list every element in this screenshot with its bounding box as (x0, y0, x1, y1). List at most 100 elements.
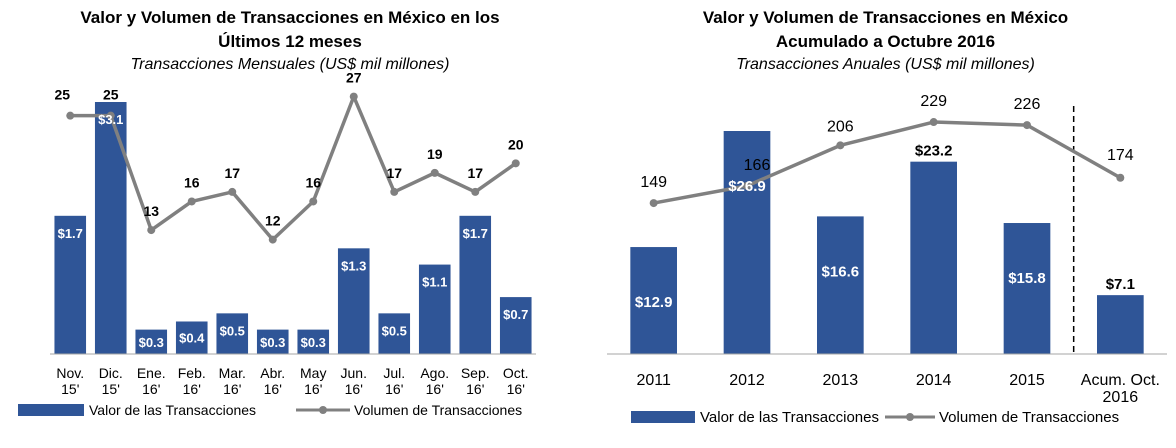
left-bar (216, 313, 249, 354)
left-legend-line-marker (319, 406, 327, 414)
left-category-label: Jun. (341, 365, 367, 381)
left-volume-point (349, 92, 358, 101)
left-bar-value-label: $0.3 (301, 335, 326, 350)
left-bar (94, 102, 127, 354)
right-chart-plot: $12.9 $26.9 $16.6 $23.2 $15.8 $7.1 149 166 206 22… (607, 93, 1167, 426)
right-volume-value-label: 206 (827, 118, 854, 135)
left-volume-value-label: 20 (508, 136, 524, 152)
left-legend-bar-swatch (18, 404, 84, 416)
left-bar (378, 313, 411, 354)
left-bar-value-label: $1.3 (341, 258, 366, 273)
left-category-label: Nov. (56, 365, 84, 381)
left-volume-value-label: 13 (143, 203, 159, 219)
left-category-label: 15' (61, 381, 79, 397)
right-legend-bar-swatch (631, 411, 695, 423)
right-bar (1097, 295, 1144, 354)
left-chart-subtitle: Transacciones Mensuales (US$ mil millone… (130, 56, 450, 73)
left-bar-value-label: $0.3 (260, 335, 285, 350)
left-volume-value-label: 17 (224, 165, 240, 181)
left-category-label: Ene. (137, 365, 166, 381)
right-bar (630, 247, 677, 354)
right-chart-subtitle: Transacciones Anuales (US$ mil millones) (736, 56, 1035, 73)
right-legend-bar-label: Valor de las Transacciones (700, 409, 879, 426)
left-category-label: Abr. (260, 365, 285, 381)
left-volume-point (268, 235, 277, 244)
left-bar (337, 248, 370, 354)
right-category-label: Acum. Oct. (1081, 372, 1160, 389)
right-category-label: 2012 (729, 372, 765, 389)
right-volume-value-label: 174 (1107, 147, 1134, 164)
left-category-label: Ago. (420, 365, 449, 381)
right-bar-value-label: $23.2 (915, 143, 953, 160)
right-volume-line (653, 120, 1122, 205)
right-volume-point (1116, 173, 1125, 182)
left-bar-value-label: $1.7 (58, 226, 83, 241)
left-bar (418, 264, 451, 354)
left-category-label: Mar. (219, 365, 246, 381)
right-chart-panel: Valor y Volumen de Transacciones en Méxi… (595, 0, 1176, 448)
left-category-label: Sep. (461, 365, 490, 381)
left-bar-value-label: $0.4 (179, 331, 205, 346)
right-bar (723, 131, 771, 354)
left-chart-panel: Valor y Volumen de Transacciones en Méxi… (0, 0, 580, 448)
right-volume-value-label: 226 (1014, 96, 1041, 113)
right-volume-value-label: 149 (640, 174, 667, 191)
left-volume-point (309, 197, 318, 206)
left-category-label: 16' (304, 381, 322, 397)
left-volume-line (70, 94, 517, 242)
right-legend-line-marker (906, 413, 914, 421)
right-category-label: 2016 (1103, 389, 1139, 406)
right-bar-value-label: $16.6 (822, 263, 860, 280)
right-bar-value-label: $12.9 (635, 294, 673, 311)
right-volume-point (1023, 121, 1031, 130)
right-chart-title-line1: Valor y Volumen de Transacciones en Méxi… (702, 8, 1069, 27)
left-category-label: Dic. (99, 365, 123, 381)
right-bar (910, 161, 957, 354)
left-volume-point (511, 159, 520, 168)
left-volume-value-label: 25 (103, 87, 119, 103)
left-volume-value-label: 12 (265, 213, 281, 229)
left-volume-point (390, 187, 399, 196)
left-category-label: 16' (385, 381, 403, 397)
right-volume-value-label: 229 (920, 93, 947, 110)
left-bar (256, 329, 289, 354)
left-legend-line-label: Volumen de Transacciones (354, 402, 522, 418)
left-volume-value-label: 17 (467, 165, 483, 181)
left-category-label: 16' (223, 381, 241, 397)
right-volume-point (649, 199, 658, 208)
right-category-label: 2013 (823, 372, 859, 389)
left-bar-value-label: $1.1 (422, 275, 447, 290)
left-volume-point (66, 111, 75, 120)
left-bar (459, 215, 492, 354)
left-bar (499, 297, 532, 354)
right-chart-title-line2: Acumulado a Octubre 2016 (775, 32, 996, 51)
left-bar (54, 215, 87, 354)
left-category-label: 15' (102, 381, 120, 397)
left-bar-value-label: $1.7 (463, 226, 488, 241)
left-bar-value-label: $0.5 (220, 323, 245, 338)
left-category-label: 16' (507, 381, 525, 397)
left-category-label: May (300, 365, 326, 381)
left-volume-point (471, 187, 480, 196)
right-bar-value-label: $7.1 (1106, 276, 1135, 293)
left-volume-point (228, 187, 237, 196)
right-legend-line-label: Volumen de Transacciones (939, 409, 1119, 426)
right-category-label: 2011 (636, 372, 671, 389)
left-category-label: 16' (345, 381, 363, 397)
left-category-label: 16' (142, 381, 160, 397)
left-volume-point (187, 197, 196, 206)
right-bar (1003, 223, 1051, 354)
left-volume-point (430, 168, 439, 177)
left-bar (175, 321, 208, 354)
left-volume-point (106, 111, 115, 120)
right-volume-value-label: 166 (744, 157, 771, 174)
left-volume-value-label: 17 (386, 165, 402, 181)
left-legend-bar-label: Valor de las Transacciones (89, 402, 256, 418)
left-volume-value-label: 16 (305, 174, 321, 190)
left-category-label: Jul. (383, 365, 405, 381)
left-volume-value-label: 19 (427, 146, 443, 162)
left-bar-value-label: $0.3 (139, 335, 164, 350)
right-bar (817, 216, 864, 354)
left-volume-value-label: 25 (54, 87, 70, 103)
left-volume-value-label: 27 (346, 70, 362, 86)
